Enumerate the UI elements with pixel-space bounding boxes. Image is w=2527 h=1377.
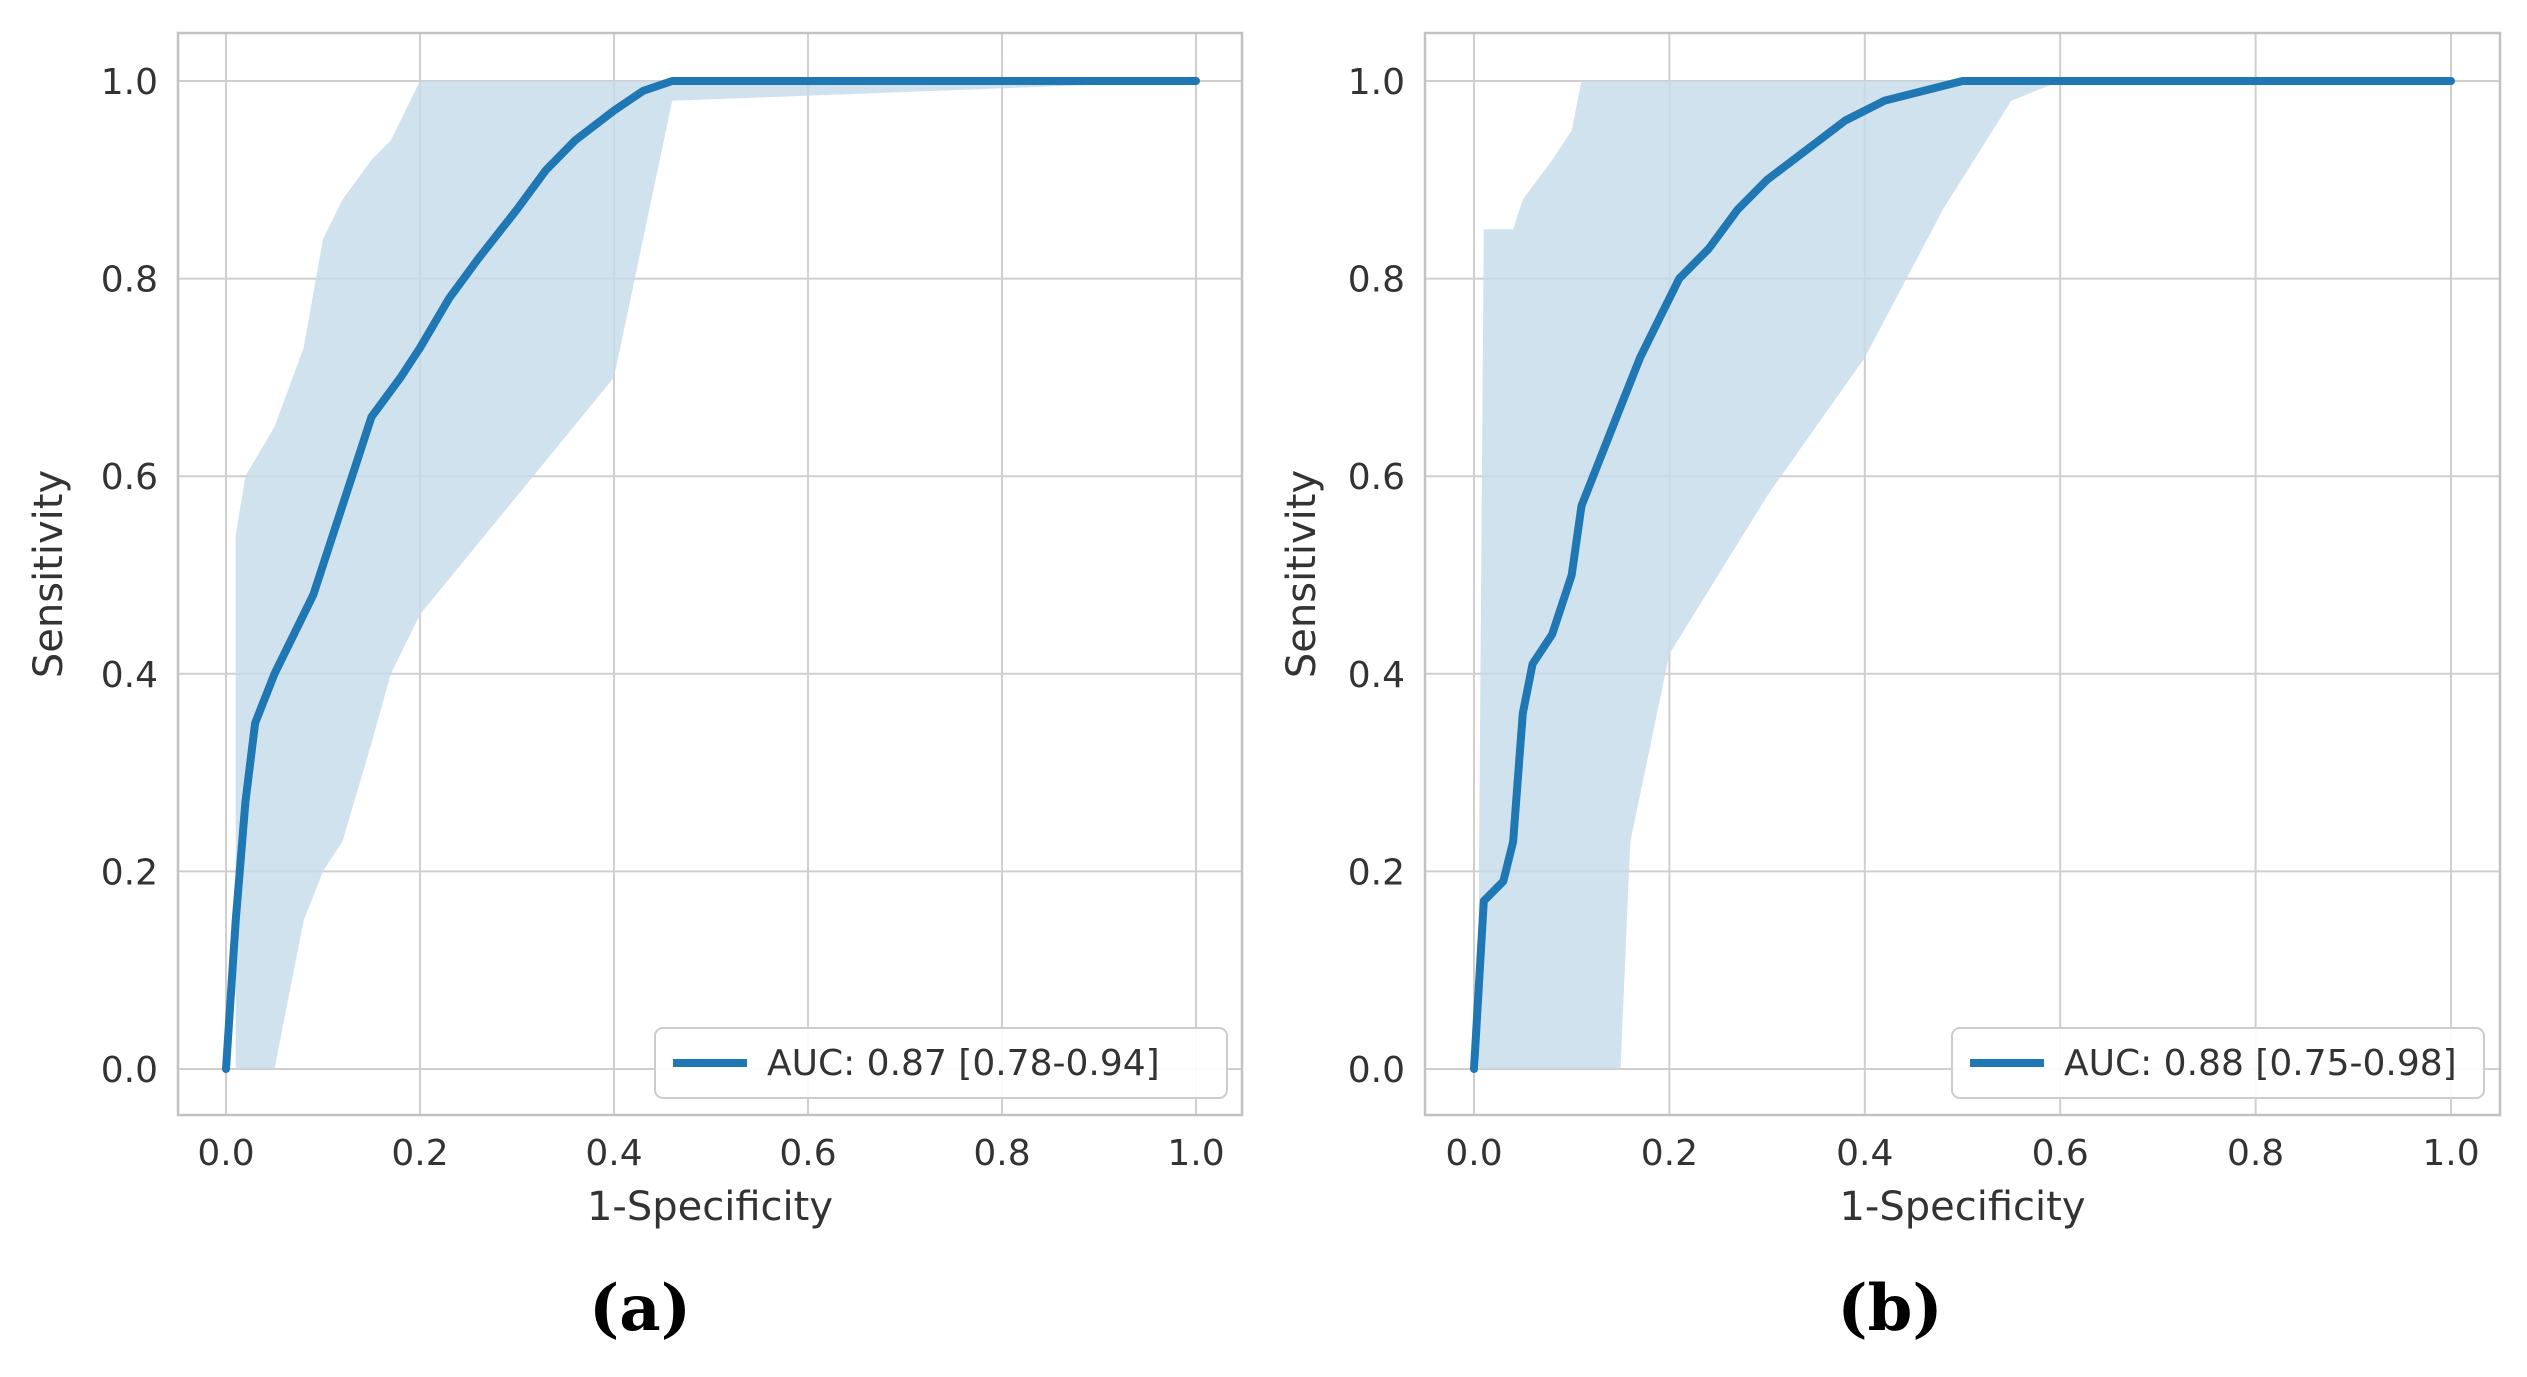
roc-curve-line	[1470, 77, 2455, 1073]
y-tick-label: 0.4	[101, 655, 158, 696]
x-axis-label: 1-Specificity	[587, 1184, 833, 1230]
panel-b: 0.0 0.2 0.4 0.6 0.8 1.0 0.0 0.2 0.4 0.6 0.8 1.0 1-Sp…	[1279, 31, 2502, 1346]
panel-a: 0.0 0.2 0.4 0.6 0.8 1.0 0.0 0.2 0.4 0.6 0.8 1.0 1-Sp…	[26, 31, 1244, 1346]
y-tick-label: 0.6	[101, 457, 158, 498]
y-tick-label: 0.2	[101, 852, 158, 893]
x-tick-label: 0.6	[779, 1133, 836, 1174]
legend-label: AUC: 0.87 [0.78-0.94]	[767, 1043, 1160, 1084]
x-tick-label: 1.0	[1167, 1133, 1224, 1174]
y-tick-label: 0.2	[1348, 852, 1405, 893]
confidence-band	[1478, 81, 2451, 1069]
legend-label: AUC: 0.88 [0.75-0.98]	[2064, 1043, 2457, 1084]
x-axis-label: 1-Specificity	[1839, 1184, 2085, 1230]
x-tick-label: 0.2	[1641, 1133, 1698, 1174]
y-axis-label: Sensitivity	[1279, 470, 1325, 678]
x-tick-label: 0.2	[391, 1133, 448, 1174]
confidence-band	[235, 81, 1196, 1069]
plot-frame	[176, 31, 1244, 1117]
x-tick-label: 0.0	[197, 1133, 254, 1174]
y-tick-label: 1.0	[1348, 62, 1405, 103]
y-axis-label: Sensitivity	[26, 470, 72, 678]
x-tick-label: 0.4	[585, 1133, 642, 1174]
x-tick-label: 0.4	[1836, 1133, 1893, 1174]
y-tick-label: 0.8	[101, 260, 158, 301]
y-tick-label: 0.6	[1348, 457, 1405, 498]
x-tick-label: 0.8	[973, 1133, 1030, 1174]
legend-box	[654, 1027, 1228, 1099]
legend-box	[1951, 1027, 2485, 1099]
y-tick-label: 0.0	[101, 1050, 158, 1091]
panel-caption: (a)	[589, 1271, 691, 1346]
x-tick-label: 0.8	[2227, 1133, 2284, 1174]
x-tick-label: 0.6	[2032, 1133, 2089, 1174]
y-tick-label: 1.0	[101, 62, 158, 103]
roc-curve-line	[222, 77, 1200, 1073]
y-tick-label: 0.0	[1348, 1050, 1405, 1091]
plot-frame	[1423, 31, 2502, 1117]
x-tick-label: 1.0	[2422, 1133, 2479, 1174]
y-tick-label: 0.4	[1348, 655, 1405, 696]
panel-caption: (b)	[1837, 1271, 1942, 1346]
x-tick-label: 0.0	[1445, 1133, 1502, 1174]
y-tick-label: 0.8	[1348, 260, 1405, 301]
